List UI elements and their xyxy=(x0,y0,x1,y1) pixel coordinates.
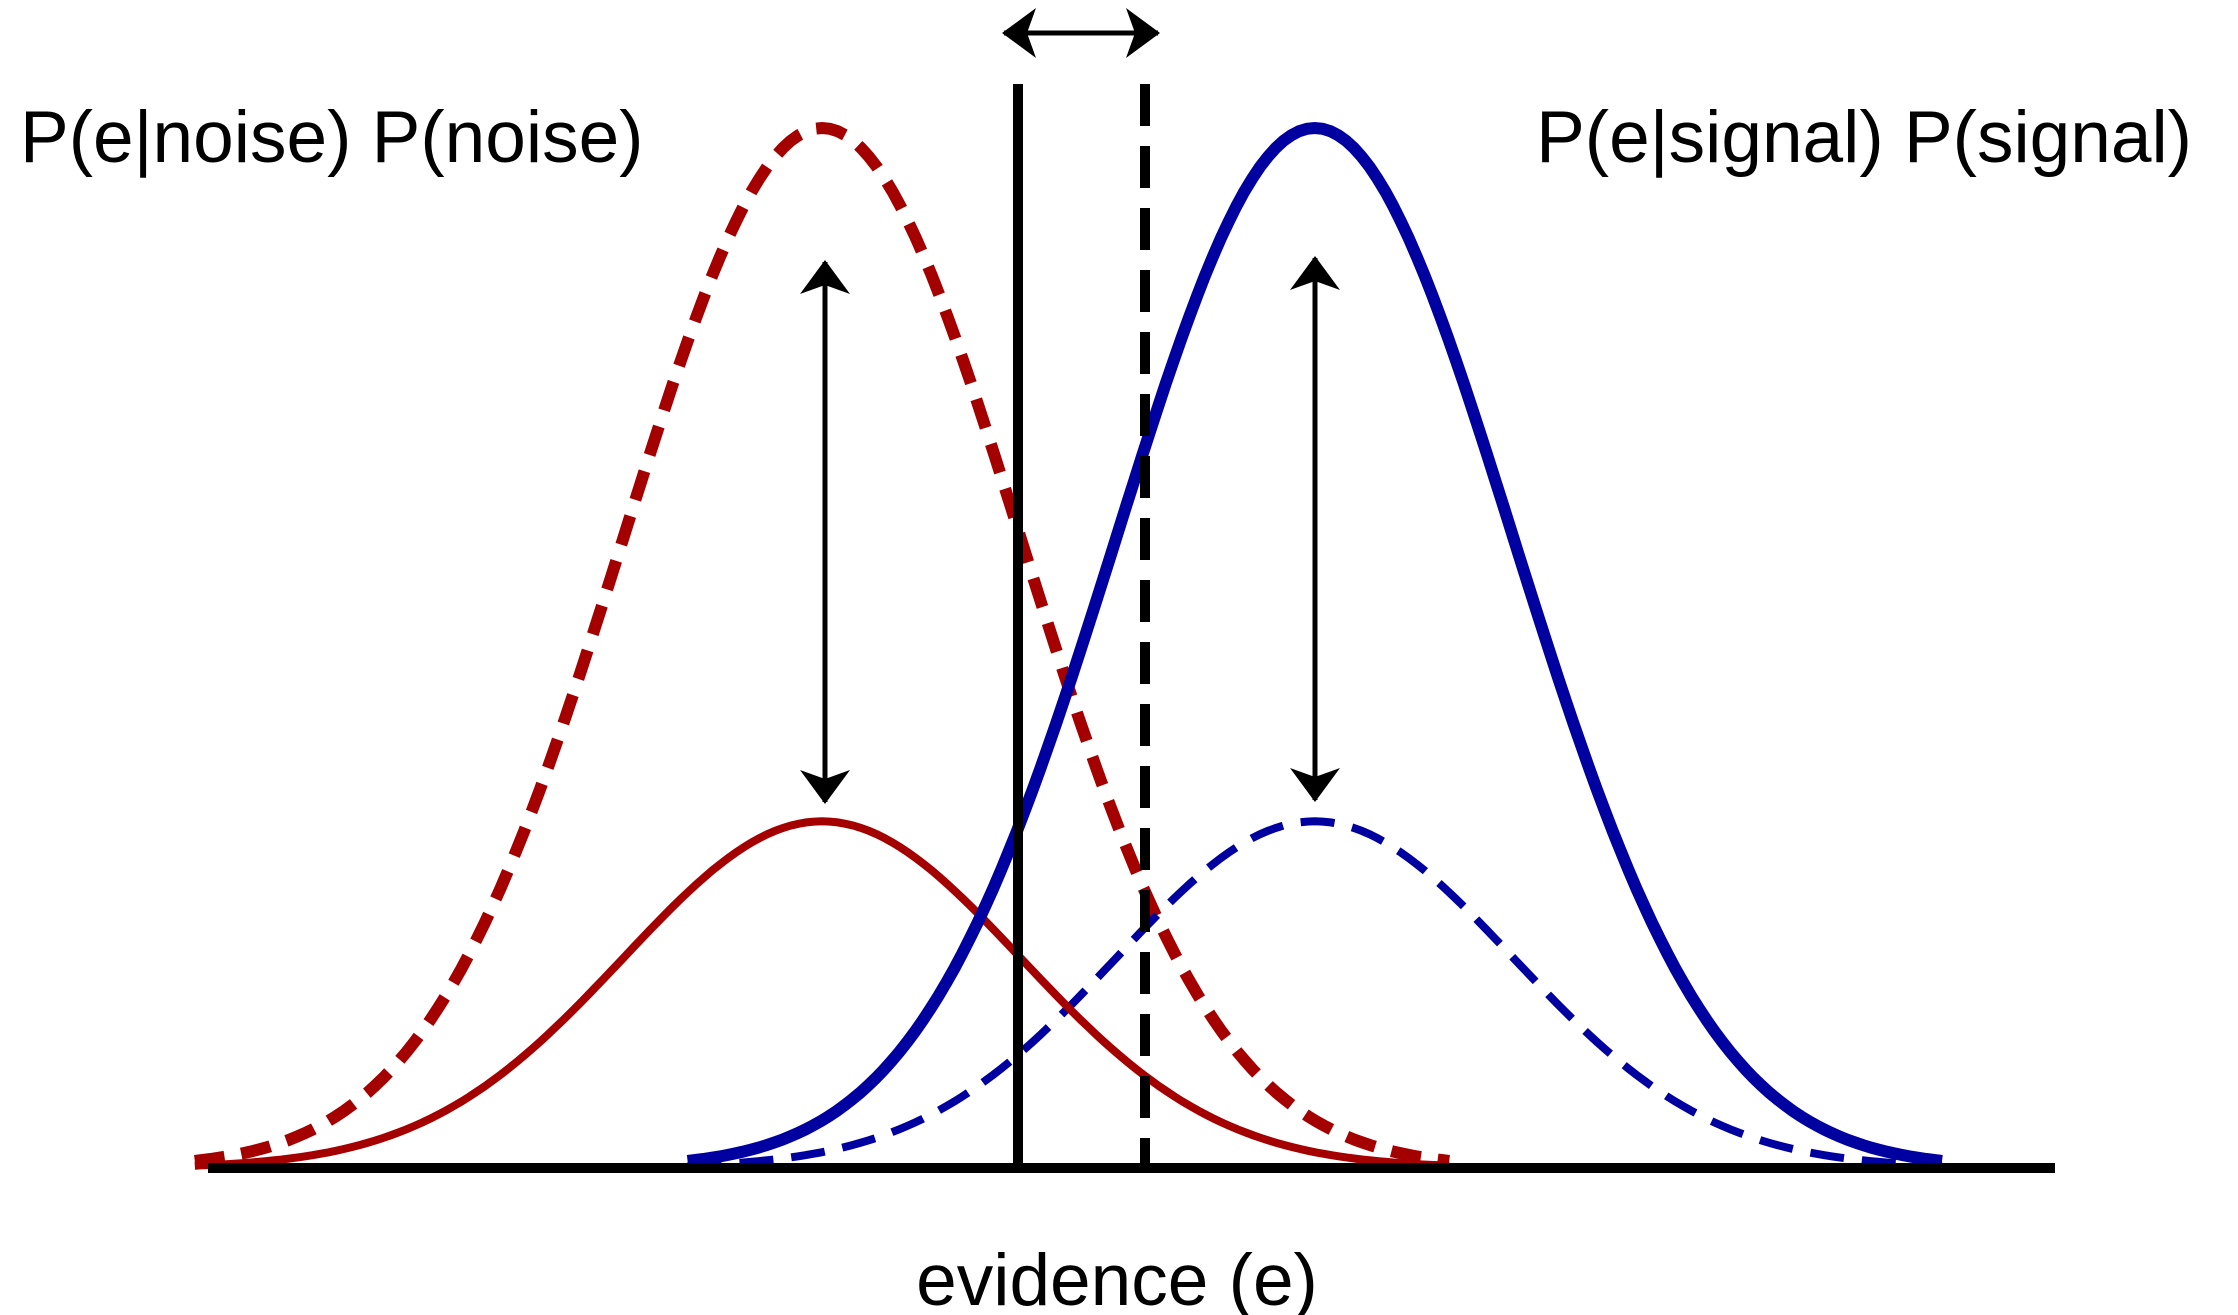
noise-prior-low-curve xyxy=(194,817,1450,1170)
noise-prior-high-curve xyxy=(194,121,1450,1167)
signal-prior-high-curve xyxy=(686,121,1943,1167)
noise-prior-label: P(e|noise) P(noise) xyxy=(20,97,644,178)
signal-prior-label: P(e|signal) P(signal) xyxy=(1536,97,2192,178)
x-axis-label: evidence (e) xyxy=(916,1240,1318,1315)
signal-prior-low-curve xyxy=(687,817,1943,1170)
